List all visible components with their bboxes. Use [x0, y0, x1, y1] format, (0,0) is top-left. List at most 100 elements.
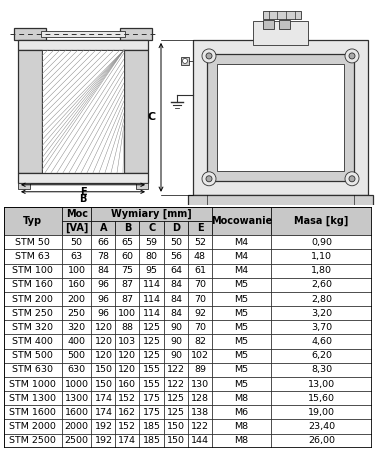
Text: 128: 128: [191, 394, 209, 403]
FancyBboxPatch shape: [164, 235, 188, 249]
Text: 152: 152: [118, 394, 136, 403]
FancyBboxPatch shape: [115, 419, 139, 434]
Text: STM 400: STM 400: [12, 337, 53, 346]
Text: 66: 66: [97, 238, 109, 247]
FancyBboxPatch shape: [91, 207, 212, 221]
Text: 1000: 1000: [65, 379, 89, 388]
FancyBboxPatch shape: [139, 419, 164, 434]
FancyBboxPatch shape: [188, 306, 212, 320]
Text: Moc: Moc: [66, 209, 88, 219]
Text: 59: 59: [146, 238, 158, 247]
Text: 185: 185: [143, 436, 161, 445]
FancyBboxPatch shape: [62, 207, 91, 221]
Text: 80: 80: [146, 252, 158, 261]
FancyBboxPatch shape: [271, 292, 372, 306]
Text: 90: 90: [170, 323, 182, 332]
FancyBboxPatch shape: [212, 249, 271, 264]
Text: 82: 82: [194, 337, 206, 346]
FancyBboxPatch shape: [91, 419, 115, 434]
Text: 192: 192: [94, 422, 112, 431]
FancyBboxPatch shape: [139, 278, 164, 292]
Text: M5: M5: [234, 365, 249, 374]
Text: M4: M4: [234, 238, 249, 247]
FancyBboxPatch shape: [188, 195, 373, 207]
FancyBboxPatch shape: [271, 405, 372, 419]
Circle shape: [202, 172, 216, 186]
Text: 175: 175: [143, 408, 161, 417]
Text: 122: 122: [167, 365, 185, 374]
Text: 0,90: 0,90: [311, 238, 332, 247]
Text: 65: 65: [121, 238, 133, 247]
FancyBboxPatch shape: [91, 377, 115, 391]
Text: M4: M4: [234, 252, 249, 261]
Text: STM 63: STM 63: [15, 252, 50, 261]
FancyBboxPatch shape: [4, 377, 62, 391]
FancyBboxPatch shape: [271, 249, 372, 264]
FancyBboxPatch shape: [41, 31, 125, 37]
FancyBboxPatch shape: [212, 292, 271, 306]
FancyBboxPatch shape: [164, 419, 188, 434]
Text: 1300: 1300: [65, 394, 89, 403]
FancyBboxPatch shape: [164, 405, 188, 419]
Text: B: B: [79, 194, 87, 204]
FancyBboxPatch shape: [139, 334, 164, 349]
Text: Mocowanie: Mocowanie: [211, 216, 272, 226]
Circle shape: [349, 176, 355, 182]
Text: 120: 120: [94, 351, 112, 360]
FancyBboxPatch shape: [139, 249, 164, 264]
FancyBboxPatch shape: [271, 377, 372, 391]
Text: 96: 96: [97, 280, 109, 289]
FancyBboxPatch shape: [212, 419, 271, 434]
FancyBboxPatch shape: [115, 405, 139, 419]
Text: 125: 125: [143, 337, 161, 346]
FancyBboxPatch shape: [115, 264, 139, 278]
Text: 150: 150: [94, 365, 112, 374]
Text: 64: 64: [170, 266, 182, 275]
Text: 192: 192: [94, 436, 112, 445]
Circle shape: [345, 49, 359, 63]
FancyBboxPatch shape: [217, 64, 344, 171]
Text: 175: 175: [143, 394, 161, 403]
Text: C: C: [148, 223, 155, 233]
Text: STM 1000: STM 1000: [9, 379, 56, 388]
FancyBboxPatch shape: [139, 434, 164, 448]
FancyBboxPatch shape: [4, 292, 62, 306]
FancyBboxPatch shape: [212, 306, 271, 320]
Text: 23,40: 23,40: [308, 422, 335, 431]
FancyBboxPatch shape: [115, 306, 139, 320]
Text: 114: 114: [143, 309, 161, 318]
Circle shape: [349, 53, 355, 59]
Text: 174: 174: [94, 408, 112, 417]
FancyBboxPatch shape: [212, 363, 271, 377]
FancyBboxPatch shape: [62, 405, 91, 419]
Text: 4,60: 4,60: [311, 337, 332, 346]
FancyBboxPatch shape: [212, 434, 271, 448]
FancyBboxPatch shape: [262, 11, 300, 19]
FancyBboxPatch shape: [115, 334, 139, 349]
Text: 125: 125: [167, 408, 185, 417]
FancyBboxPatch shape: [212, 334, 271, 349]
FancyBboxPatch shape: [62, 235, 91, 249]
FancyBboxPatch shape: [91, 349, 115, 363]
Text: 56: 56: [170, 252, 182, 261]
Text: M8: M8: [234, 436, 249, 445]
FancyBboxPatch shape: [18, 183, 30, 189]
FancyBboxPatch shape: [62, 377, 91, 391]
FancyBboxPatch shape: [188, 235, 212, 249]
Text: 100: 100: [118, 309, 136, 318]
FancyBboxPatch shape: [4, 363, 62, 377]
Text: Wymiary [mm]: Wymiary [mm]: [111, 209, 192, 219]
Text: D: D: [276, 215, 285, 225]
Circle shape: [182, 58, 188, 63]
Text: 114: 114: [143, 295, 161, 304]
FancyBboxPatch shape: [115, 320, 139, 334]
FancyBboxPatch shape: [271, 264, 372, 278]
Text: M5: M5: [234, 351, 249, 360]
FancyBboxPatch shape: [164, 363, 188, 377]
Text: 120: 120: [118, 351, 136, 360]
FancyBboxPatch shape: [212, 264, 271, 278]
FancyBboxPatch shape: [62, 363, 91, 377]
Text: 150: 150: [167, 422, 185, 431]
FancyBboxPatch shape: [188, 377, 212, 391]
FancyBboxPatch shape: [115, 292, 139, 306]
